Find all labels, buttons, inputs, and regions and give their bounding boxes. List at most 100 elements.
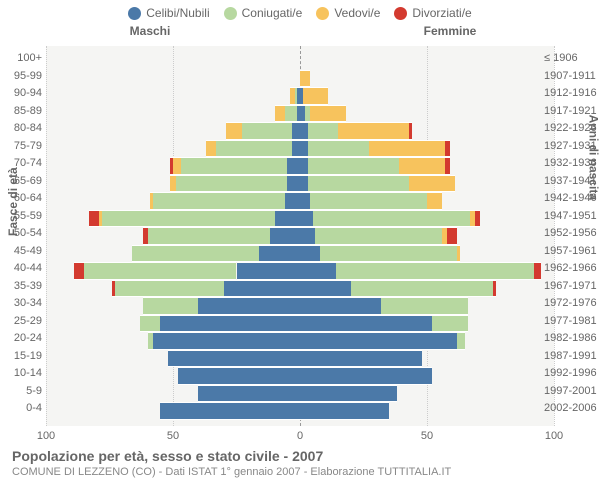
bar-segment-male: [292, 140, 300, 158]
birth-label: 1997-2001: [544, 384, 597, 399]
age-label: 25-29: [14, 314, 42, 329]
bar-segment-male: [206, 140, 216, 158]
bar-segment-female: [381, 297, 467, 315]
bar-row: [46, 105, 554, 121]
bar-segment-female: [315, 227, 442, 245]
bar-segment-female: [300, 122, 308, 140]
bar-row: [46, 175, 554, 191]
age-label: 35-39: [14, 279, 42, 294]
bar-segment-female: [308, 140, 369, 158]
bar-segment-male: [160, 402, 300, 420]
bar-segment-male: [275, 105, 285, 123]
bar-segment-female: [338, 122, 409, 140]
bar-row: [46, 122, 554, 138]
bar-segment-male: [198, 297, 300, 315]
legend-item: Vedovi/e: [316, 6, 380, 20]
birth-label: 2002-2006: [544, 401, 597, 416]
bar-segment-male: [295, 87, 298, 105]
bar-segment-male: [290, 87, 295, 105]
bar-row: [46, 297, 554, 313]
legend-swatch: [394, 7, 407, 20]
age-label: 80-84: [14, 121, 42, 136]
bar-segment-female: [300, 70, 310, 88]
bar-segment-male: [150, 192, 153, 210]
bar-segment-male: [99, 210, 102, 228]
bar-segment-female: [300, 332, 457, 350]
bar-segment-female: [310, 192, 427, 210]
age-label: 100+: [17, 51, 42, 66]
bar-row: [46, 385, 554, 401]
bar-segment-female: [313, 210, 470, 228]
birth-label: 1992-1996: [544, 366, 597, 381]
bar-segment-male: [148, 332, 153, 350]
bar-segment-male: [285, 105, 298, 123]
chart-title: Popolazione per età, sesso e stato civil…: [12, 448, 588, 464]
legend-label: Divorziati/e: [412, 6, 471, 20]
age-label: 75-79: [14, 139, 42, 154]
bar-row: [46, 52, 554, 68]
legend-label: Coniugati/e: [242, 6, 303, 20]
birth-label: 1987-1991: [544, 349, 597, 364]
bar-segment-male: [275, 210, 300, 228]
birth-label: 1962-1966: [544, 261, 597, 276]
bar-segment-female: [300, 210, 313, 228]
bar-segment-male: [160, 315, 300, 333]
bar-row: [46, 70, 554, 86]
y-axis-age: 100+95-9990-9485-8980-8475-7970-7465-696…: [0, 46, 44, 426]
bar-segment-male: [259, 245, 300, 263]
bar-segment-female: [300, 157, 308, 175]
bar-segment-female: [427, 192, 442, 210]
bar-segment-male: [287, 175, 300, 193]
bar-row: [46, 140, 554, 156]
bar-row: [46, 87, 554, 103]
bar-segment-male: [216, 140, 292, 158]
x-tick: 0: [297, 430, 303, 442]
legend: Celibi/Nubili Coniugati/e Vedovi/e Divorzia…: [0, 0, 600, 20]
bar-segment-female: [308, 122, 338, 140]
bar-segment-female: [399, 157, 445, 175]
gender-headers: Maschi Femmine: [0, 20, 600, 40]
birth-label: 1957-1961: [544, 244, 597, 259]
x-axis: 10050050100: [46, 428, 554, 444]
bar-segment-female: [409, 122, 412, 140]
bar-segment-male: [198, 385, 300, 403]
bar-segment-female: [351, 280, 493, 298]
bar-row: [46, 332, 554, 348]
bar-segment-male: [89, 210, 99, 228]
age-label: 45-49: [14, 244, 42, 259]
legend-label: Celibi/Nubili: [146, 6, 209, 20]
axis-title-age: Fasce di età: [6, 167, 20, 236]
legend-item: Coniugati/e: [224, 6, 303, 20]
bar-segment-female: [300, 280, 351, 298]
birth-label: 1947-1951: [544, 209, 597, 224]
bar-segment-female: [336, 262, 534, 280]
bar-segment-female: [320, 245, 457, 263]
bar-segment-male: [143, 227, 148, 245]
bar-row: [46, 245, 554, 261]
bar-segment-male: [168, 350, 300, 368]
bar-segment-male: [285, 192, 300, 210]
bar-segment-male: [112, 280, 115, 298]
birth-label: 1967-1971: [544, 279, 597, 294]
bar-segment-male: [270, 227, 300, 245]
bar-row: [46, 350, 554, 366]
bar-segment-male: [176, 175, 288, 193]
bar-segment-female: [310, 105, 346, 123]
birth-label: 1972-1976: [544, 296, 597, 311]
chart-area: [46, 46, 554, 426]
age-label: 10-14: [14, 366, 42, 381]
legend-label: Vedovi/e: [334, 6, 380, 20]
bar-segment-male: [181, 157, 288, 175]
legend-item: Celibi/Nubili: [128, 6, 209, 20]
legend-swatch: [316, 7, 329, 20]
bar-segment-male: [74, 262, 84, 280]
bar-segment-male: [143, 297, 199, 315]
bar-segment-male: [140, 315, 160, 333]
bar-segment-female: [447, 227, 457, 245]
bar-row: [46, 157, 554, 173]
bar-segment-female: [300, 175, 308, 193]
bar-segment-female: [300, 350, 422, 368]
legend-swatch: [128, 7, 141, 20]
bar-segment-female: [445, 140, 450, 158]
bar-row: [46, 367, 554, 383]
